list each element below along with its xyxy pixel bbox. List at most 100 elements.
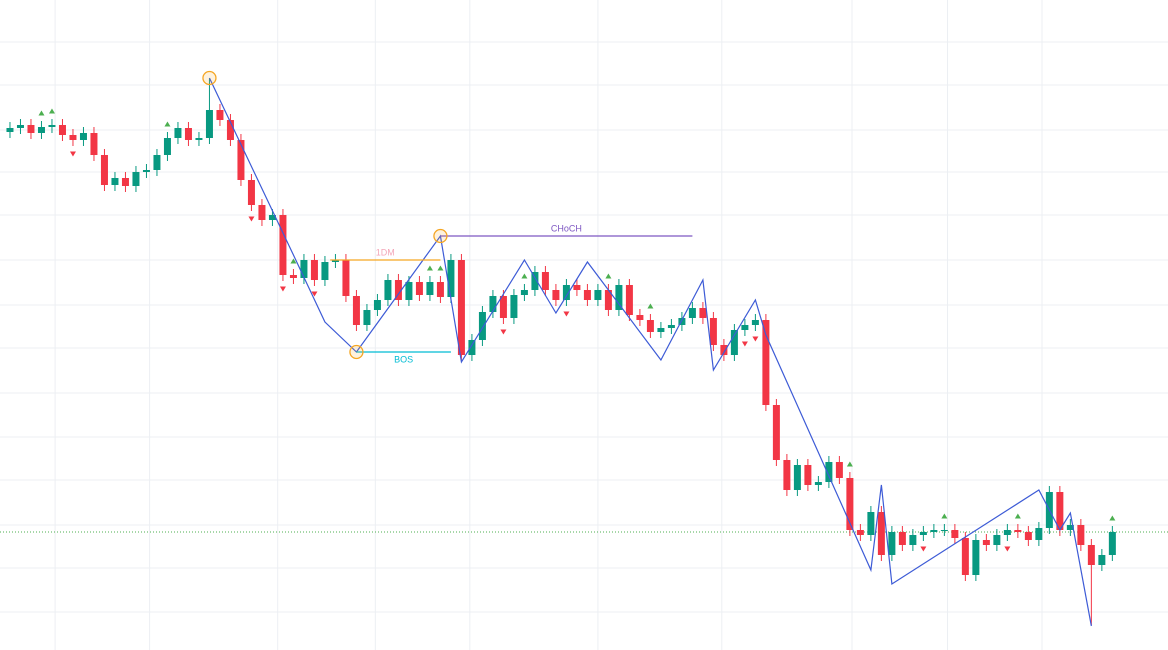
candle-body — [153, 155, 161, 170]
candle-body — [457, 260, 465, 355]
candle-body — [688, 308, 696, 318]
candle-body — [972, 540, 980, 575]
candle-body — [856, 530, 864, 535]
pivot-up-marker — [164, 121, 171, 127]
candle-body — [384, 280, 392, 300]
candle-body — [520, 290, 528, 295]
candle-body — [216, 110, 224, 120]
pivot-up-marker — [1014, 513, 1021, 519]
candle-body — [289, 275, 297, 278]
candle-body — [552, 290, 560, 300]
candle-body — [646, 320, 654, 332]
swing-circle — [202, 70, 217, 86]
candle-body — [268, 215, 276, 220]
candle-body — [300, 260, 308, 278]
candle-body — [27, 125, 35, 133]
candle-body — [195, 138, 203, 140]
candle-body — [636, 315, 644, 320]
candle-body — [258, 205, 266, 220]
candle-body — [342, 260, 350, 296]
candle-body — [121, 178, 129, 186]
pivot-down-marker — [752, 336, 759, 342]
candle-body — [1035, 528, 1043, 540]
pivot-up-marker — [290, 258, 297, 264]
candle-body — [226, 120, 234, 140]
pivot-up-marker — [38, 110, 45, 116]
candle-body — [58, 125, 66, 135]
candle-body — [6, 128, 14, 132]
pivot-down-marker — [1004, 546, 1011, 552]
candle-body — [205, 110, 213, 138]
candle-body — [426, 282, 434, 295]
pivot-up-marker — [48, 108, 55, 114]
candle-body — [478, 312, 486, 340]
candle-body — [1056, 492, 1064, 530]
candle-body — [363, 310, 371, 325]
pivot-down-marker — [920, 546, 927, 552]
candle-body — [793, 465, 801, 490]
candle-body — [111, 178, 119, 185]
candle-body — [730, 330, 738, 355]
candle-body — [510, 295, 518, 318]
candle-body — [625, 285, 633, 315]
candle-body — [436, 282, 444, 297]
pivot-down-marker — [69, 151, 76, 157]
candle-body — [1108, 532, 1116, 555]
candle-body — [1066, 525, 1074, 530]
pivot-down-marker — [311, 291, 318, 297]
candle-body — [888, 532, 896, 555]
candle-body — [37, 127, 45, 133]
pivot-up-marker — [846, 461, 853, 467]
candle-body — [741, 325, 749, 330]
candle-body — [951, 530, 959, 538]
zigzag-line — [208, 77, 1092, 627]
candle-body — [1003, 530, 1011, 535]
candle-body — [69, 135, 77, 140]
candle-body — [1087, 545, 1095, 565]
pivot-up-marker — [521, 273, 528, 279]
candle-body — [961, 538, 969, 575]
candle-body — [184, 128, 192, 140]
candle-body — [835, 462, 843, 478]
candle-body — [499, 296, 507, 318]
candle-body — [16, 125, 24, 128]
candle-body — [657, 328, 665, 332]
candle-body — [573, 285, 581, 290]
candle-body — [982, 540, 990, 545]
pivot-down-marker — [279, 286, 286, 292]
pivot-up-marker — [1109, 515, 1116, 521]
candle-body — [321, 262, 329, 280]
candle-body — [352, 296, 360, 325]
pivot-up-marker — [605, 273, 612, 279]
pivot-up-marker — [437, 265, 444, 271]
candle-body — [783, 460, 791, 490]
swing-circle — [349, 344, 364, 360]
candle-body — [699, 308, 707, 318]
candle-body — [583, 290, 591, 300]
candle-body — [898, 532, 906, 545]
candle-body — [468, 340, 476, 355]
candle-body — [1014, 530, 1022, 532]
candle-body — [720, 345, 728, 355]
candle-body — [919, 532, 927, 535]
candle-body — [877, 512, 885, 555]
level-label: BOS — [394, 354, 413, 364]
pivot-up-marker — [426, 265, 433, 271]
candle-body — [667, 325, 675, 328]
candle-body — [90, 133, 98, 155]
candle-body — [405, 282, 413, 300]
candle-body — [237, 140, 245, 180]
candle-body — [48, 125, 56, 127]
candle-body — [279, 215, 287, 275]
candle-body — [174, 128, 182, 138]
candle-body — [930, 530, 938, 532]
pivot-up-marker — [941, 513, 948, 519]
candle-body — [394, 280, 402, 300]
level-label: CHoCH — [551, 223, 582, 233]
pivot-up-marker — [647, 303, 654, 309]
candle-body — [247, 180, 255, 205]
candle-body — [1098, 555, 1106, 565]
candle-body — [531, 272, 539, 290]
candle-body — [310, 260, 318, 280]
candle-body — [762, 320, 770, 405]
